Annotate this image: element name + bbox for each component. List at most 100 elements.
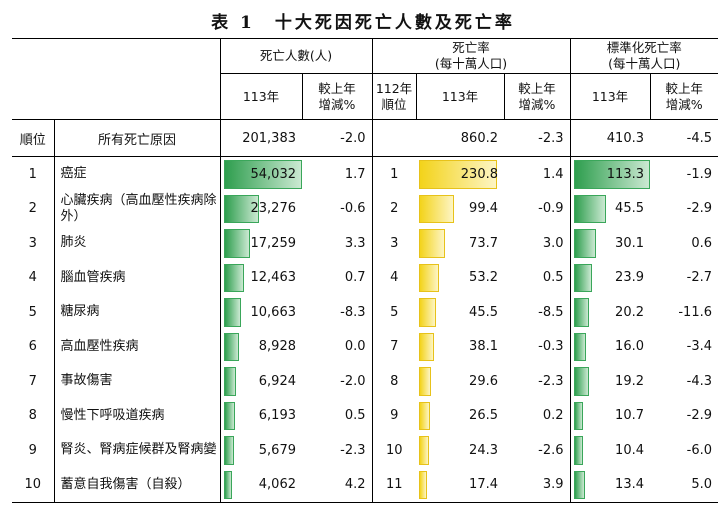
rank112-cell: 9 [371, 398, 416, 433]
rate-bar [419, 332, 434, 361]
table-title: 表 1 十大死因死亡人數及死亡率 [211, 13, 515, 33]
rank-cell: 6 [28, 339, 37, 355]
std-bar [573, 401, 583, 430]
std-change-cell: -2.9 [686, 408, 712, 424]
header-row-2: 113年 較上年 增減% 112年 順位 113年 較上年 增減% 113年 較上年增… [12, 73, 718, 120]
table-row-9: 9 腎炎、腎病症候群及腎病變 5,679 -2.3 10 24.3 -2.6 1… [12, 433, 718, 468]
std-cell: 10.4 [569, 433, 650, 468]
deaths-change-cell: 4.2 [302, 467, 372, 503]
table-row-5: 5 糖尿病 10,663 -8.3 5 45.5 -8.5 20.2 -11.6 [12, 295, 718, 330]
std-cell: 45.5 [569, 191, 650, 226]
rank112-cell: 3 [371, 226, 416, 261]
deaths-bar [223, 263, 244, 292]
rate-cell: 230.8 [416, 157, 504, 192]
table-row-1: 1 癌症 54,032 1.7 1 230.8 1.4 113.3 -1.9 [12, 156, 718, 192]
rate-cell: 45.5 [416, 295, 504, 330]
cause-cell: 蓄意自我傷害（自殺） [53, 467, 220, 503]
rate-bar [419, 470, 427, 499]
header-deaths: 死亡人數(人) [219, 38, 372, 74]
std-cell: 23.9 [569, 260, 650, 295]
deaths-bar [223, 160, 302, 189]
std-cell: 10.7 [569, 398, 650, 433]
std-change-cell: 0.6 [691, 235, 712, 251]
deaths-cell: 23,276 [219, 191, 302, 226]
header-rate-change: 較上年 增減% [503, 73, 570, 120]
rate-cell: 17.4 [416, 467, 504, 503]
std-change-cell: -4.3 [686, 373, 712, 389]
deaths-change-cell: -8.3 [340, 304, 366, 320]
table-row-3: 3 肺炎 17,259 3.3 3 73.7 3.0 30.1 0.6 [12, 226, 718, 261]
deaths-change-cell: 0.7 [344, 270, 366, 286]
std-bar [573, 470, 585, 499]
deaths-change-cell: -2.3 [340, 442, 366, 458]
total-rank-label: 順位 [12, 119, 54, 157]
table-row-6: 6 高血壓性疾病 8,928 0.0 7 38.1 -0.3 16.0 -3.4 [12, 329, 718, 364]
deaths-cell: 10,663 [219, 295, 302, 330]
total-rate-change: -2.3 [504, 119, 570, 157]
cause-cell: 腦血管疾病 [53, 260, 220, 295]
rank112-cell: 2 [371, 191, 416, 226]
deaths-bar [223, 401, 235, 430]
rank112-cell: 10 [371, 433, 416, 468]
std-bar [573, 367, 589, 396]
std-cell: 19.2 [569, 364, 650, 399]
cause-cell: 糖尿病 [53, 295, 220, 330]
table-row-7: 7 事故傷害 6,924 -2.0 8 29.6 -2.3 19.2 -4.3 [12, 364, 718, 399]
total-deaths-change: -2.0 [302, 119, 372, 157]
rate-cell: 24.3 [416, 433, 504, 468]
rank112-cell: 1 [371, 156, 416, 192]
rank-cell: 8 [28, 408, 37, 424]
cause-cell: 心臟疾病（高血壓性疾病除外） [53, 191, 220, 226]
std-change-cell: -2.7 [686, 270, 712, 286]
rate-change-cell: 3.9 [504, 467, 570, 503]
deaths-change-cell: 0.0 [344, 339, 366, 355]
std-cell: 113.3 [569, 156, 650, 192]
table-row-8: 8 慢性下呼吸道疾病 6,193 0.5 9 26.5 0.2 10.7 -2.… [12, 398, 718, 433]
deaths-change-cell: 3.3 [344, 235, 366, 251]
cause-cell: 高血壓性疾病 [53, 329, 220, 364]
rate-cell: 29.6 [416, 364, 504, 399]
std-change-cell: -3.4 [686, 339, 712, 355]
rate-change-cell: 0.5 [542, 270, 564, 286]
rate-change-cell: -2.3 [538, 373, 564, 389]
rank112-cell: 11 [371, 467, 416, 503]
deaths-cell: 4,062 [219, 467, 302, 503]
header-std-change: 較上年 增減% [649, 73, 718, 120]
rank-cell: 9 [28, 442, 37, 458]
rate-change-cell: 0.2 [542, 408, 564, 424]
total-cause: 所有死亡原因 [53, 119, 220, 157]
rate-bar [419, 436, 429, 465]
deaths-bar [223, 332, 239, 361]
rate-bar [419, 298, 436, 327]
deaths-change-cell: 1.7 [344, 166, 366, 182]
table-row-10: 10 蓄意自我傷害（自殺） 4,062 4.2 11 17.4 3.9 13.4… [12, 467, 718, 503]
rank-cell: 5 [28, 304, 37, 320]
rank-cell: 3 [28, 235, 37, 251]
table-row-2: 2 心臟疾病（高血壓性疾病除外） 23,276 -0.6 2 99.4 -0.9… [12, 191, 718, 226]
rank-cell: 1 [28, 166, 37, 182]
deaths-cell: 12,463 [219, 260, 302, 295]
rank-cell: 2 [28, 201, 37, 217]
deaths-cell: 6,193 [219, 398, 302, 433]
std-change-cell: 5.0 [650, 467, 718, 503]
cause-cell: 慢性下呼吸道疾病 [53, 398, 220, 433]
deaths-bar [223, 298, 241, 327]
total-rate: 860.2 [416, 119, 504, 157]
rate-change-cell: 1.4 [542, 166, 564, 182]
rate-bar [419, 194, 454, 223]
cause-cell: 癌症 [53, 156, 220, 192]
deaths-cell: 54,032 [219, 156, 302, 192]
header-row-1: 死亡人數(人) 死亡率 (每十萬人口) 標準化死亡率 (每十萬人口) [12, 38, 718, 74]
cause-cell: 肺炎 [53, 226, 220, 261]
total-std-change: -4.5 [650, 119, 718, 157]
rate-bar [419, 229, 445, 258]
rate-cell: 73.7 [416, 226, 504, 261]
deaths-cell: 17,259 [219, 226, 302, 261]
header-rate-113: 113年 [415, 73, 504, 120]
std-bar [573, 332, 586, 361]
deaths-change-cell: -2.0 [340, 373, 366, 389]
total-std: 410.3 [569, 119, 650, 157]
deaths-bar [223, 436, 234, 465]
deaths-bar [223, 367, 236, 396]
std-cell: 30.1 [569, 226, 650, 261]
